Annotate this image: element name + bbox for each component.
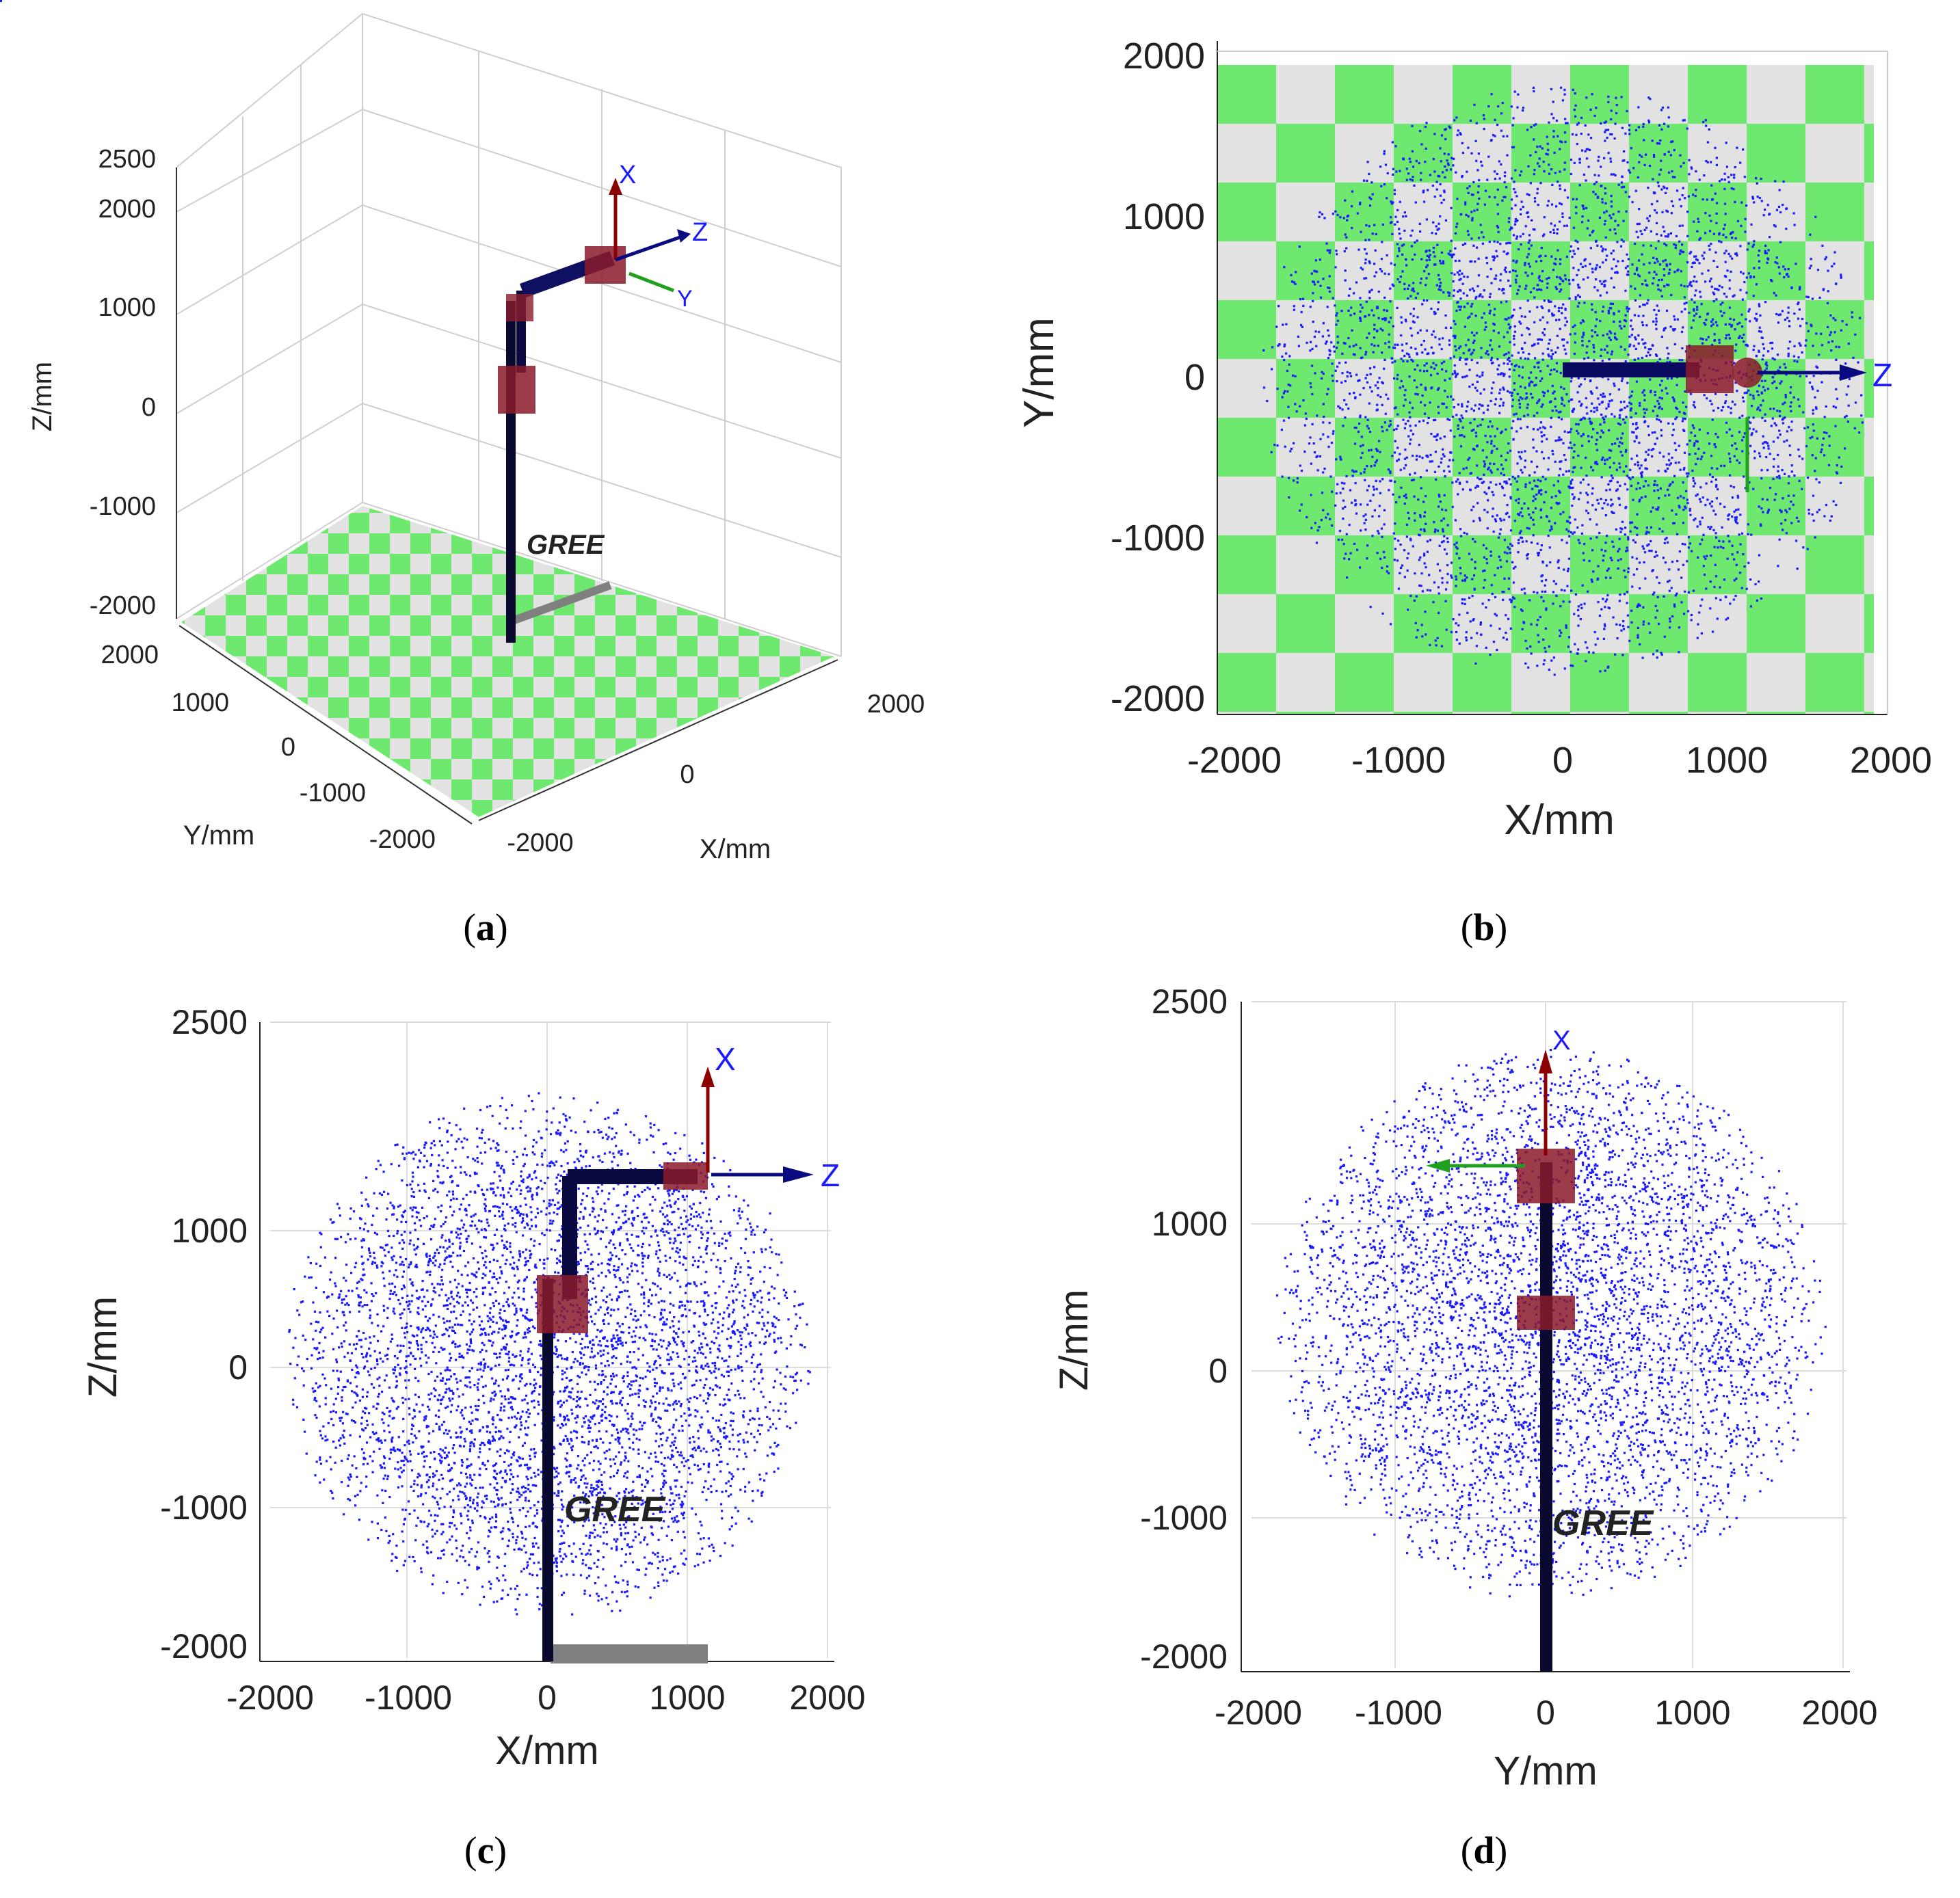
panel-a: X Z Y GREE 2500 2000 1000 0 -1000 -2000 … [0, 0, 925, 949]
axes-box-3d [176, 12, 842, 657]
axis-lines-3d [176, 168, 838, 825]
scatter-points-a [0, 0, 2, 2]
floor-checkerboard [181, 506, 834, 817]
